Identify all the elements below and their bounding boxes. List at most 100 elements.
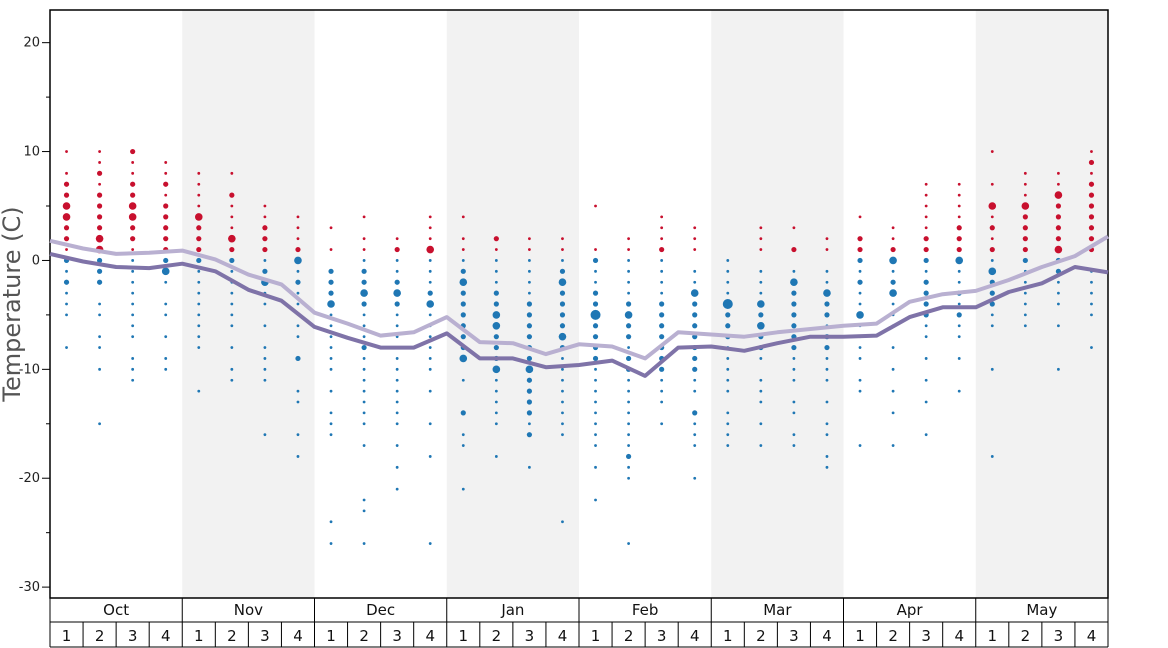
- x-axis: Oct 1 2 3 4 Nov 1 2 3 4 Dec 1 2 3 4 Jan 1 2 3 4 Feb 1 2 3 4 Mar 1 2…: [49, 598, 1109, 648]
- data-point: [1055, 225, 1062, 231]
- data-point: [1088, 225, 1095, 231]
- data-point: [858, 269, 862, 273]
- data-point: [197, 171, 201, 175]
- data-point: [957, 204, 961, 208]
- data-point: [660, 280, 664, 284]
- data-point: [957, 324, 961, 328]
- data-point: [990, 324, 994, 328]
- data-point: [329, 422, 333, 426]
- data-point: [825, 248, 829, 251]
- data-point: [494, 378, 498, 382]
- data-point: [493, 236, 499, 242]
- data-point: [426, 245, 435, 254]
- data-point: [63, 192, 70, 198]
- data-point: [1023, 182, 1027, 186]
- data-point: [693, 389, 697, 393]
- data-point: [891, 302, 895, 306]
- data-point: [592, 290, 599, 296]
- data-point: [461, 215, 465, 219]
- data-point: [627, 346, 630, 349]
- data-point: [526, 334, 533, 340]
- data-point: [394, 301, 400, 307]
- data-point: [130, 181, 136, 187]
- data-point: [328, 279, 334, 285]
- data-point: [923, 290, 929, 296]
- data-point: [858, 215, 862, 219]
- data-point: [1057, 302, 1060, 306]
- data-point: [693, 476, 697, 480]
- week-label: 2: [95, 627, 105, 645]
- data-point: [561, 248, 564, 251]
- data-point: [65, 171, 68, 175]
- y-tick-label: 10: [23, 145, 40, 160]
- week-label: 3: [657, 627, 667, 645]
- data-point: [63, 225, 70, 231]
- data-point: [891, 444, 895, 447]
- data-point: [693, 226, 697, 230]
- data-point: [726, 357, 730, 360]
- week-label: 4: [954, 627, 964, 645]
- data-point: [627, 389, 630, 393]
- data-point: [594, 444, 597, 447]
- data-point: [792, 269, 796, 273]
- data-point: [98, 182, 101, 186]
- data-point: [627, 411, 630, 415]
- data-point: [1090, 302, 1093, 306]
- data-point: [131, 335, 135, 339]
- data-point: [494, 400, 498, 404]
- week-label: 2: [359, 627, 369, 645]
- data-point: [197, 291, 201, 295]
- data-point: [263, 324, 267, 328]
- data-point: [395, 367, 399, 371]
- data-point: [693, 280, 697, 284]
- data-point: [65, 269, 68, 273]
- data-point: [528, 259, 531, 262]
- week-label: 4: [690, 627, 700, 645]
- data-point: [1090, 313, 1093, 317]
- data-point: [592, 334, 599, 340]
- data-point: [1090, 150, 1093, 153]
- data-point: [62, 213, 71, 221]
- data-point: [956, 236, 962, 242]
- week-label: 3: [392, 627, 402, 645]
- data-point: [197, 335, 201, 339]
- month-label: Apr: [897, 601, 924, 619]
- data-point: [526, 410, 533, 416]
- data-point: [594, 389, 597, 393]
- data-point: [825, 422, 829, 426]
- data-point: [889, 256, 897, 265]
- week-label: 4: [293, 627, 303, 645]
- data-point: [857, 279, 863, 285]
- data-point: [460, 301, 466, 307]
- data-point: [825, 280, 829, 284]
- data-point: [561, 357, 564, 360]
- data-point: [131, 161, 135, 164]
- data-point: [230, 302, 234, 306]
- data-point: [494, 248, 498, 251]
- data-point: [923, 246, 929, 253]
- data-point: [164, 357, 168, 360]
- data-point: [660, 259, 664, 262]
- data-point: [625, 301, 632, 307]
- data-point: [197, 204, 201, 208]
- data-point: [594, 378, 597, 382]
- data-point: [1090, 346, 1093, 349]
- data-point: [990, 150, 994, 153]
- data-point: [65, 248, 68, 251]
- data-point: [858, 389, 862, 393]
- data-point: [130, 148, 136, 155]
- data-point: [561, 520, 564, 524]
- data-point: [461, 444, 465, 447]
- data-point: [825, 378, 829, 382]
- data-point: [891, 346, 895, 349]
- data-point: [395, 487, 399, 491]
- data-point: [131, 367, 135, 371]
- data-point: [263, 259, 267, 262]
- data-point: [988, 267, 997, 276]
- data-point: [559, 312, 566, 318]
- data-point: [460, 268, 466, 274]
- data-point: [526, 312, 533, 318]
- data-point: [263, 204, 267, 208]
- data-point: [924, 433, 928, 437]
- month-band-may: [975, 10, 1108, 598]
